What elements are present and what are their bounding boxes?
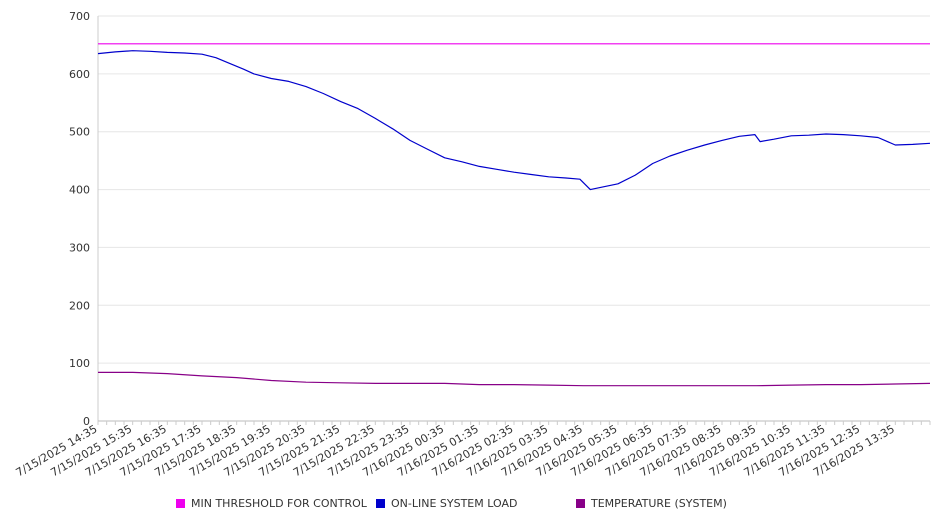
y-tick-label: 500: [69, 126, 90, 139]
y-tick-label: 0: [83, 415, 90, 428]
series-line-2: [98, 371, 931, 387]
y-tick-label: 100: [69, 357, 90, 370]
legend-swatch-threshold: [176, 499, 185, 508]
y-tick-label: 700: [69, 10, 90, 23]
legend-swatch-load: [376, 499, 385, 508]
gridlines: [98, 15, 930, 364]
series-lines: [97, 43, 931, 387]
legend-item-load[interactable]: ON-LINE SYSTEM LOAD: [376, 497, 517, 510]
legend-item-threshold[interactable]: MIN THRESHOLD FOR CONTROL: [176, 497, 367, 510]
legend-label-load: ON-LINE SYSTEM LOAD: [391, 497, 518, 510]
x-tick-labels: 7/15/2025 14:357/15/2025 15:357/15/2025 …: [14, 422, 897, 479]
y-tick-labels: 0 100 200 300 400 500 600 700: [69, 10, 90, 428]
legend-label-threshold: MIN THRESHOLD FOR CONTROL: [191, 497, 367, 510]
legend: MIN THRESHOLD FOR CONTROL ON-LINE SYSTEM…: [0, 497, 946, 515]
legend-swatch-temperature: [576, 499, 585, 508]
y-tick-label: 200: [69, 299, 90, 312]
y-tick-label: 600: [69, 68, 90, 81]
y-tick-label: 400: [69, 184, 90, 197]
y-tick-label: 300: [69, 241, 90, 254]
series-line-1: [97, 50, 931, 191]
legend-label-temperature: TEMPERATURE (SYSTEM): [591, 497, 727, 510]
axes: [97, 16, 931, 425]
legend-item-temperature[interactable]: TEMPERATURE (SYSTEM): [576, 497, 727, 510]
